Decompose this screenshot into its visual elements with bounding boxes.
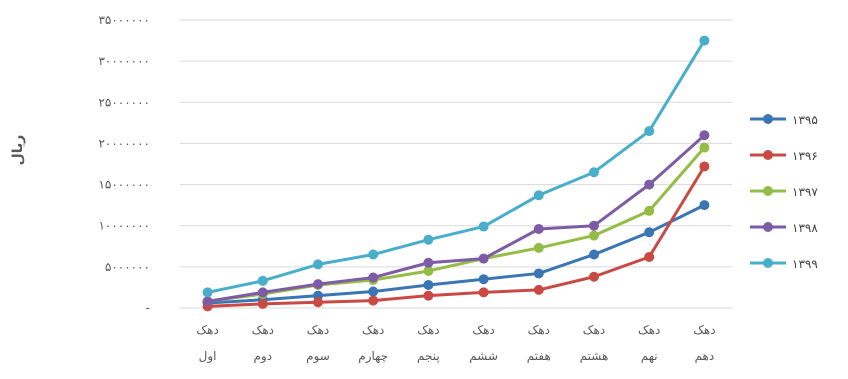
data-point [257,287,268,298]
data-point [313,279,323,290]
data-point [533,268,544,279]
data-point [644,126,655,137]
x-category-sublabel: هفتم [527,349,551,363]
series-lines [202,35,710,312]
data-point [478,221,489,232]
series-line [206,133,706,303]
y-tick-label: - [146,301,150,315]
x-category-label: دهک [638,323,660,337]
legend-swatch-marker [763,114,773,124]
data-point [423,279,434,290]
x-category-label: دهک [583,323,605,337]
data-point [368,272,379,283]
data-point [644,251,655,262]
series-line [206,146,706,303]
x-category-label: دهک [528,323,550,337]
series-line [206,39,706,294]
y-tick-label: ۲۰۰۰۰۰۰۰ [98,136,150,150]
legend-swatch-marker [763,222,773,232]
legend-swatch-marker [763,186,773,196]
x-category-sublabel: چهارم [358,349,388,364]
legend-label: ۱۳۹۹ [792,257,818,271]
legend: ۱۳۹۵ ۱۳۹۶ ۱۳۹۷ ۱۳۹۸ ۱۳۹۹ [750,113,818,271]
data-point [478,253,489,264]
data-point [533,224,544,235]
series-line [206,164,706,308]
gridlines [180,19,732,309]
data-point [699,200,710,211]
x-category-label: دهک [693,323,715,337]
y-tick-label: ۳۵۰۰۰۰۰۰ [98,13,150,27]
legend-label: ۱۳۹۷ [792,185,818,199]
data-point [202,296,213,307]
y-tick-label: ۵۰۰۰۰۰۰ [105,260,150,274]
legend-label: ۱۳۹۵ [792,113,818,127]
x-category-sublabel: اول [199,349,217,364]
data-point [257,275,268,286]
y-axis-ticks: - ۵۰۰۰۰۰۰ ۱۰۰۰۰۰۰۰ ۱۵۰۰۰۰۰۰ ۲۰۰۰۰۰۰۰ ۲۵۰۰۰۰۰۰… [98,13,150,315]
x-category-sublabel: پنجم [417,349,440,363]
data-point [644,227,655,238]
x-category-sublabel: نهم [641,349,658,363]
y-axis-label: ریال [10,135,26,166]
legend-label: ۱۳۹۸ [792,221,818,235]
data-point [589,220,599,231]
data-point [478,274,489,285]
legend-swatch-marker [763,258,773,268]
data-point [257,298,268,309]
data-point [589,249,599,260]
data-point [699,142,710,153]
x-category-sublabel: دهم [695,349,715,363]
data-point [368,249,379,260]
x-category-sublabel: دوم [254,349,273,364]
data-point [644,179,655,190]
x-axis-categories: دهک اول دهک دوم دهک سوم دهک چهارم دهک پنجم دهک ششم د… [196,323,715,364]
data-point [644,205,655,216]
x-category-label: دهک [472,323,494,337]
data-point [423,257,434,268]
data-point [313,297,323,308]
data-point [478,287,489,298]
series-line [206,203,706,305]
x-category-sublabel: ششم [469,349,498,363]
x-category-sublabel: هشتم [580,349,609,363]
x-category-label: دهک [417,323,439,337]
data-point [202,287,213,298]
y-tick-label: ۲۵۰۰۰۰۰۰ [98,95,150,109]
data-point [533,284,544,295]
data-point [699,35,710,46]
data-point [533,242,544,253]
data-point [589,230,599,241]
data-point [699,161,710,172]
x-category-label: دهک [196,323,218,337]
data-point [368,295,379,306]
y-tick-label: ۱۰۰۰۰۰۰۰ [98,219,150,233]
data-point [368,286,379,297]
x-category-label: دهک [252,323,274,337]
x-category-label: دهک [362,323,384,337]
x-category-label: دهک [307,323,329,337]
data-point [699,130,710,141]
legend-swatch-marker [763,150,773,160]
x-category-sublabel: سوم [306,349,330,364]
data-point [423,234,434,245]
data-point [533,190,544,201]
data-point [313,259,323,270]
data-point [589,167,599,178]
data-point [423,290,434,301]
data-point [589,271,599,282]
y-tick-label: ۳۰۰۰۰۰۰۰ [98,54,150,68]
legend-label: ۱۳۹۶ [792,149,818,163]
y-tick-label: ۱۵۰۰۰۰۰۰ [98,178,150,192]
data-point [423,265,434,276]
